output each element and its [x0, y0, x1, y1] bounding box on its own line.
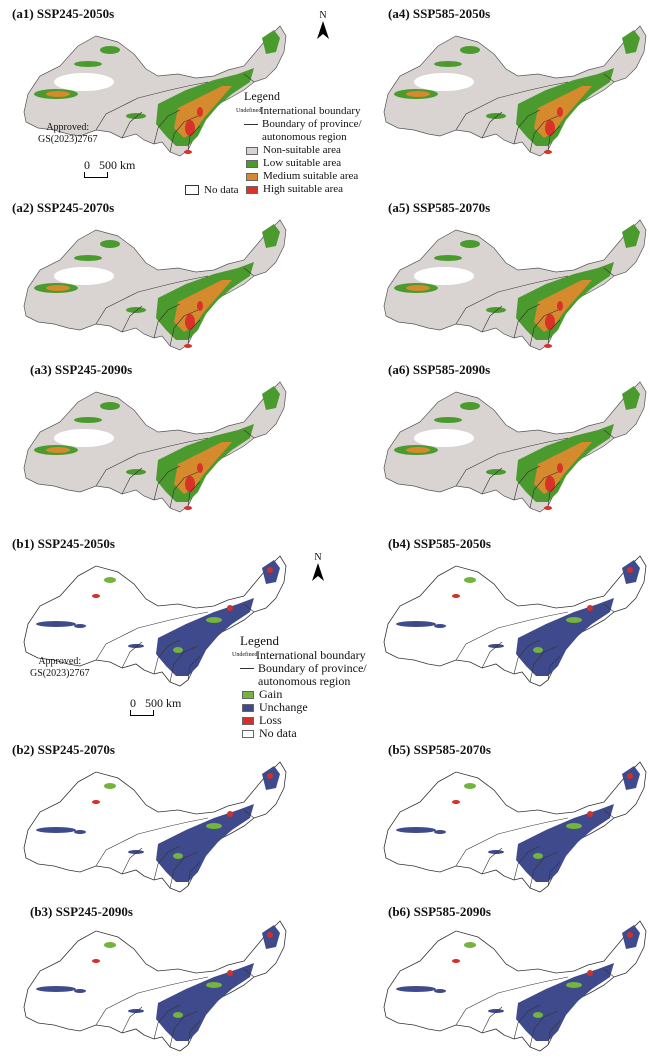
map-panel-a3: (a3) SSP245-2090s: [10, 362, 310, 522]
map-panel-b6: (b6) SSP585-2090s: [378, 904, 648, 1059]
panel-title: (b4) SSP585-2050s: [388, 536, 491, 551]
map-a4: [383, 25, 647, 157]
north-arrow-icon: [312, 563, 324, 581]
north-arrow-a: N: [315, 10, 331, 41]
panel-title: (a1) SSP245-2050s: [12, 6, 115, 21]
map-panel-a6: (a6) SSP585-2090s: [378, 362, 648, 522]
legend-title: Legend: [244, 89, 280, 103]
panel-title: (a6) SSP585-2090s: [388, 362, 491, 377]
map-a5: [383, 219, 647, 351]
panel-title: (a2) SSP245-2070s: [12, 200, 115, 215]
map-a6: [383, 381, 647, 513]
no-data-key-a: No data: [185, 184, 239, 196]
approval-number-b: Approved: GS(2023)2767: [30, 656, 90, 679]
scale-bar-b: 0 500 km: [130, 696, 220, 718]
legend-title: Legend: [240, 633, 279, 648]
map-b5: [383, 761, 647, 893]
map-panel-a1: (a1) SSP245-2050s: [10, 6, 310, 176]
north-arrow-b: N: [310, 552, 326, 583]
map-panel-b2: (b2) SSP245-2070s: [10, 742, 310, 902]
map-b3: [23, 920, 287, 1052]
panel-title: (b2) SSP245-2070s: [12, 742, 115, 757]
map-panel-b5: (b5) SSP585-2070s: [378, 742, 648, 902]
map-panel-b3: (b3) SSP245-2090s: [10, 904, 310, 1059]
map-panel-a5: (a5) SSP585-2070s: [378, 200, 648, 360]
panel-title: (b1) SSP245-2050s: [12, 536, 115, 551]
approval-number-a: Approved: GS(2023)2767: [38, 122, 98, 145]
map-panel-b1: (b1) SSP245-2050s: [10, 536, 310, 706]
map-b2: [23, 761, 287, 893]
map-panel-a4: (a4) SSP585-2050s: [378, 6, 648, 176]
panel-title: (a3) SSP245-2090s: [30, 362, 133, 377]
panel-title: (b5) SSP585-2070s: [388, 742, 491, 757]
legend-a: Legend Undefined International boundary B…: [236, 89, 362, 196]
panel-title: (b3) SSP245-2090s: [30, 904, 133, 919]
map-b6: [383, 920, 647, 1052]
panel-title: (a4) SSP585-2050s: [388, 6, 491, 21]
map-a2: [23, 219, 287, 351]
panel-title: (b6) SSP585-2090s: [388, 904, 491, 919]
panel-title: (a5) SSP585-2070s: [388, 200, 491, 215]
map-a3: [23, 381, 287, 513]
map-panel-b4: (b4) SSP585-2050s: [378, 536, 648, 706]
scale-bar-a: 0 500 km: [84, 158, 174, 180]
map-b4: [383, 555, 647, 687]
map-panel-a2: (a2) SSP245-2070s: [10, 200, 310, 360]
legend-b: Legend Undefined International boundary B…: [232, 633, 367, 740]
north-arrow-icon: [317, 21, 329, 39]
